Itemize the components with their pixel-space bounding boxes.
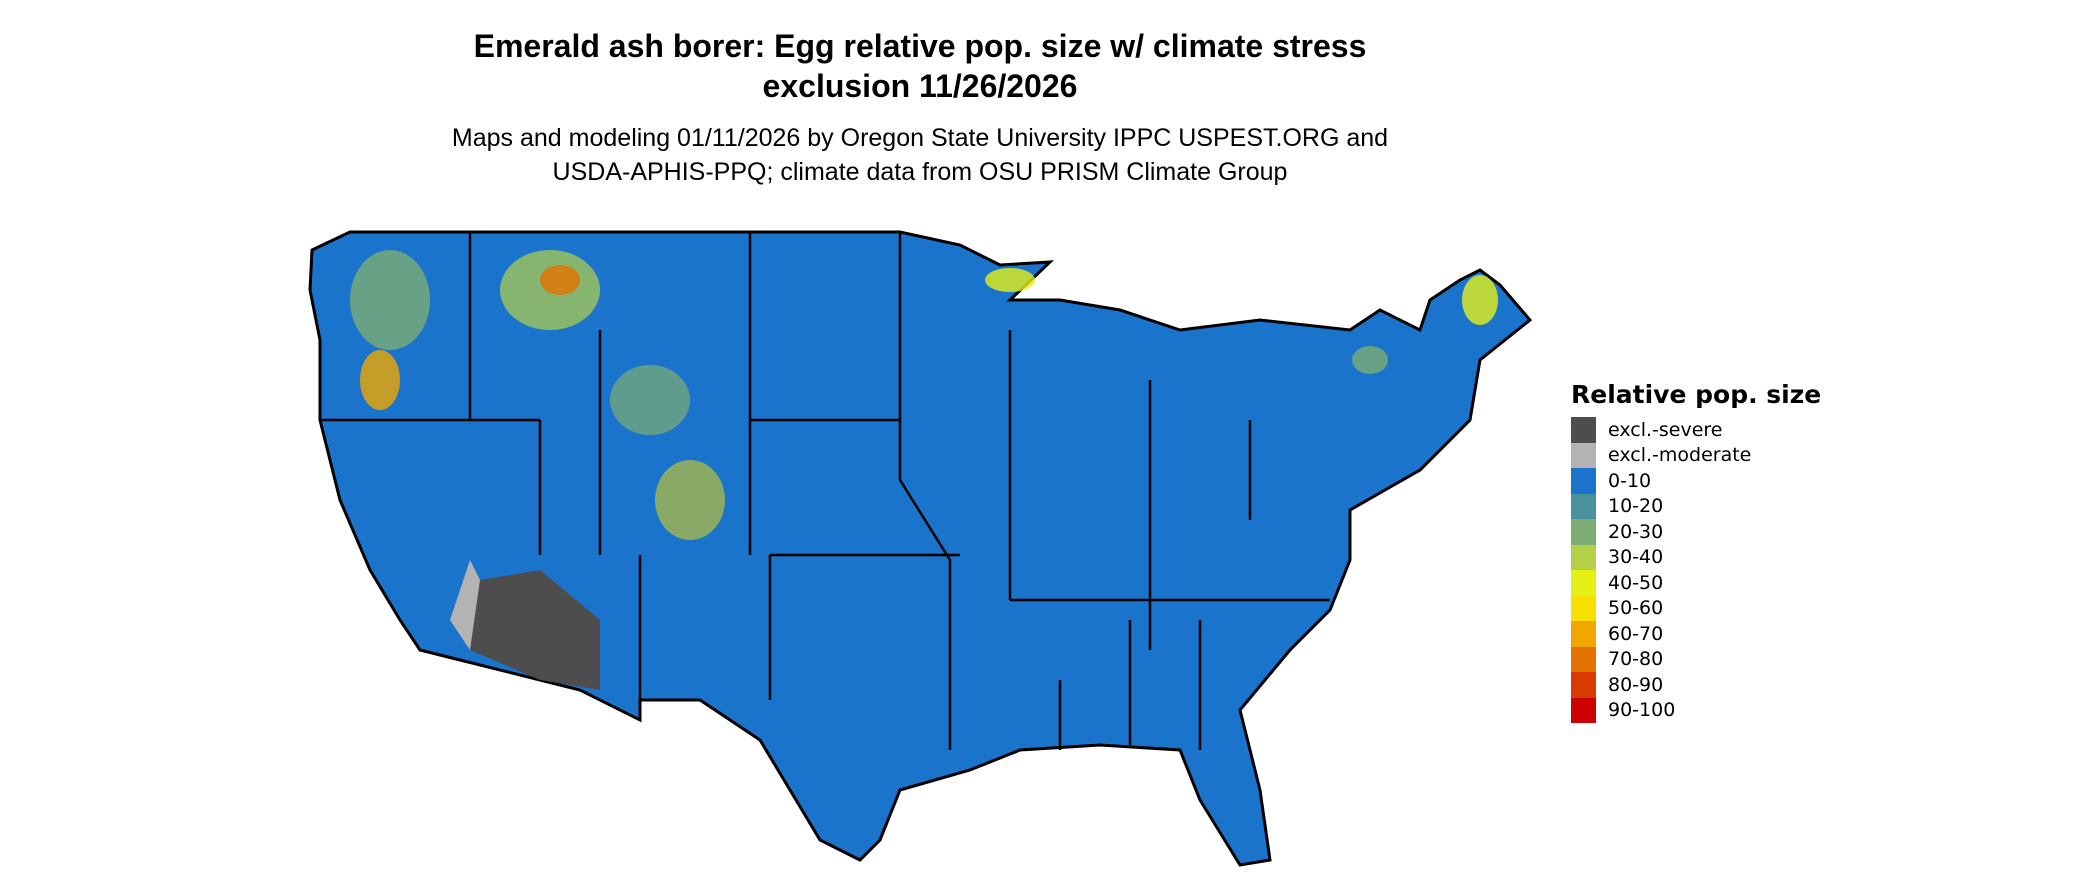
- legend: Relative pop. size excl.-severe excl.-mod…: [1571, 380, 1821, 723]
- legend-swatch: [1571, 417, 1596, 443]
- legend-label: excl.-moderate: [1608, 444, 1752, 467]
- legend-item: 10-20: [1571, 493, 1821, 519]
- legend-label: 50-60: [1608, 597, 1664, 620]
- legend-label: 40-50: [1608, 571, 1664, 594]
- legend-swatch: [1571, 493, 1596, 519]
- legend-swatch: [1571, 697, 1596, 723]
- legend-title: Relative pop. size: [1571, 380, 1822, 409]
- legend-item: 50-60: [1571, 595, 1821, 621]
- legend-item: 70-80: [1571, 646, 1821, 672]
- legend-swatch: [1571, 468, 1596, 494]
- legend-swatch: [1571, 442, 1596, 468]
- state-borders: [320, 232, 1330, 750]
- legend-item: excl.-moderate: [1571, 442, 1821, 468]
- legend-swatch: [1571, 519, 1596, 545]
- legend-label: 90-100: [1608, 699, 1676, 722]
- subtitle-line1: Maps and modeling 01/11/2026 by Oregon S…: [451, 124, 1389, 152]
- legend-item: 20-30: [1571, 519, 1821, 545]
- legend-swatch: [1571, 595, 1596, 621]
- legend-swatch: [1571, 646, 1596, 672]
- subtitle-line2: USDA-APHIS-PPQ; climate data from OSU PR…: [552, 158, 1288, 186]
- suitability-patches: [350, 250, 1498, 690]
- legend-swatch: [1571, 570, 1596, 596]
- legend-label: 70-80: [1608, 648, 1664, 671]
- legend-label: 80-90: [1608, 673, 1664, 696]
- legend-item: excl.-severe: [1571, 417, 1821, 443]
- legend-label: 60-70: [1608, 622, 1664, 645]
- legend-item: 30-40: [1571, 544, 1821, 570]
- legend-swatch: [1571, 544, 1596, 570]
- legend-item: 60-70: [1571, 621, 1821, 647]
- map-title-line1: Emerald ash borer: Egg relative pop. siz…: [473, 28, 1367, 64]
- legend-label: 10-20: [1608, 495, 1664, 518]
- legend-label: 30-40: [1608, 546, 1664, 569]
- legend-item: 0-10: [1571, 468, 1821, 494]
- legend-item: 90-100: [1571, 697, 1821, 723]
- map-title-line2: exclusion 11/26/2026: [762, 68, 1078, 104]
- legend-swatch: [1571, 621, 1596, 647]
- legend-item: 80-90: [1571, 672, 1821, 698]
- us-outline: [308, 230, 1533, 867]
- legend-label: 20-30: [1608, 520, 1664, 543]
- legend-label: excl.-severe: [1608, 418, 1723, 441]
- legend-label: 0-10: [1608, 469, 1652, 492]
- legend-swatch: [1571, 672, 1596, 698]
- legend-item: 40-50: [1571, 570, 1821, 596]
